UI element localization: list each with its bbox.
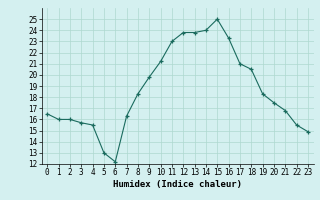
X-axis label: Humidex (Indice chaleur): Humidex (Indice chaleur) — [113, 180, 242, 189]
